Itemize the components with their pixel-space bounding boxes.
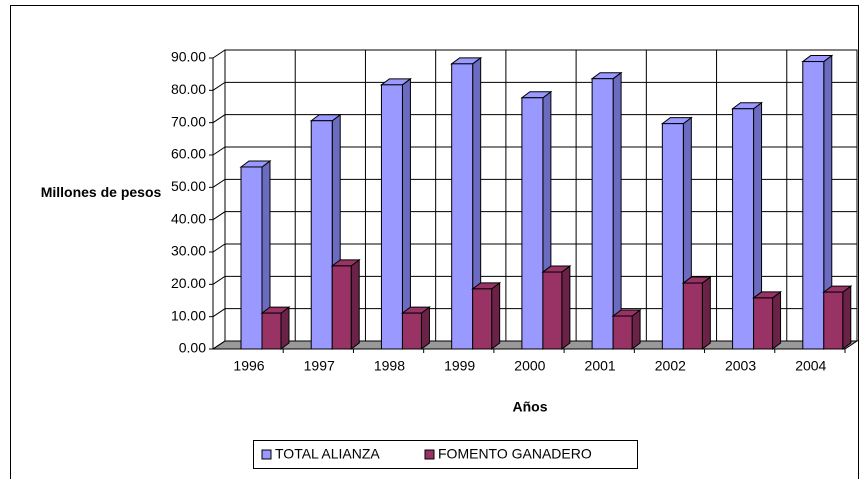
bar	[823, 291, 844, 350]
grid-line	[212, 178, 857, 188]
legend-swatch	[261, 449, 272, 460]
grid-line	[212, 243, 857, 253]
x-axis-label: Años	[513, 399, 548, 415]
bar	[542, 271, 563, 350]
y-tick-label: 30.00	[171, 243, 206, 259]
x-tick-label: 1999	[444, 358, 475, 374]
grid-line	[212, 49, 857, 59]
bar	[310, 120, 333, 350]
x-tick-label: 1996	[233, 358, 264, 374]
bar	[472, 288, 493, 350]
bar	[380, 84, 403, 350]
bar-side	[842, 285, 852, 350]
y-tick-label: 40.00	[171, 210, 206, 226]
x-tick-label: 1998	[374, 358, 405, 374]
legend-box	[253, 440, 638, 469]
bar	[401, 312, 422, 350]
bar-side	[631, 309, 641, 350]
bar-side	[420, 306, 430, 350]
y-tick-label: 90.00	[171, 49, 206, 65]
bar	[261, 312, 282, 350]
bar	[240, 166, 263, 350]
legend-label: FOMENTO GANADERO	[438, 446, 592, 462]
legend-swatch	[424, 449, 435, 460]
legend-label: TOTAL ALIANZA	[275, 446, 380, 462]
bar	[802, 61, 825, 350]
grid-line	[212, 275, 857, 285]
grid-line	[212, 340, 857, 350]
bar-side	[612, 71, 622, 350]
bar	[661, 123, 684, 350]
y-tick-label: 60.00	[171, 146, 206, 162]
bar	[331, 265, 352, 350]
y-tick-label: 20.00	[171, 275, 206, 291]
grid-line	[212, 308, 857, 318]
bar	[753, 297, 774, 350]
bar-side	[772, 290, 782, 350]
bar	[682, 282, 703, 350]
y-tick-label: 50.00	[171, 178, 206, 194]
x-tick-label: 2003	[725, 358, 756, 374]
bar	[612, 315, 633, 350]
bar-side	[701, 276, 711, 350]
bar-side	[350, 258, 360, 350]
bar	[732, 108, 755, 350]
bar-side	[561, 265, 571, 350]
y-tick-label: 70.00	[171, 113, 206, 129]
x-tick-label: 2004	[795, 358, 826, 374]
grid-line	[212, 146, 857, 156]
x-tick-label: 2001	[585, 358, 616, 374]
x-tick-label: 2002	[655, 358, 686, 374]
y-tick-label: 80.00	[171, 81, 206, 97]
bar	[521, 97, 544, 350]
chart-frame	[10, 5, 859, 479]
y-tick-label: 0.00	[179, 340, 206, 356]
bar	[591, 78, 614, 350]
grid-line	[212, 114, 857, 124]
grid-line	[212, 211, 857, 221]
x-tick-label: 1997	[304, 358, 335, 374]
y-axis-label: Millones de pesos	[40, 184, 162, 200]
bar-side	[280, 306, 290, 350]
bar-side	[491, 281, 501, 350]
y-tick-label: 10.00	[171, 307, 206, 323]
bar	[451, 63, 474, 350]
grid-line	[212, 81, 857, 91]
x-tick-label: 2000	[514, 358, 545, 374]
